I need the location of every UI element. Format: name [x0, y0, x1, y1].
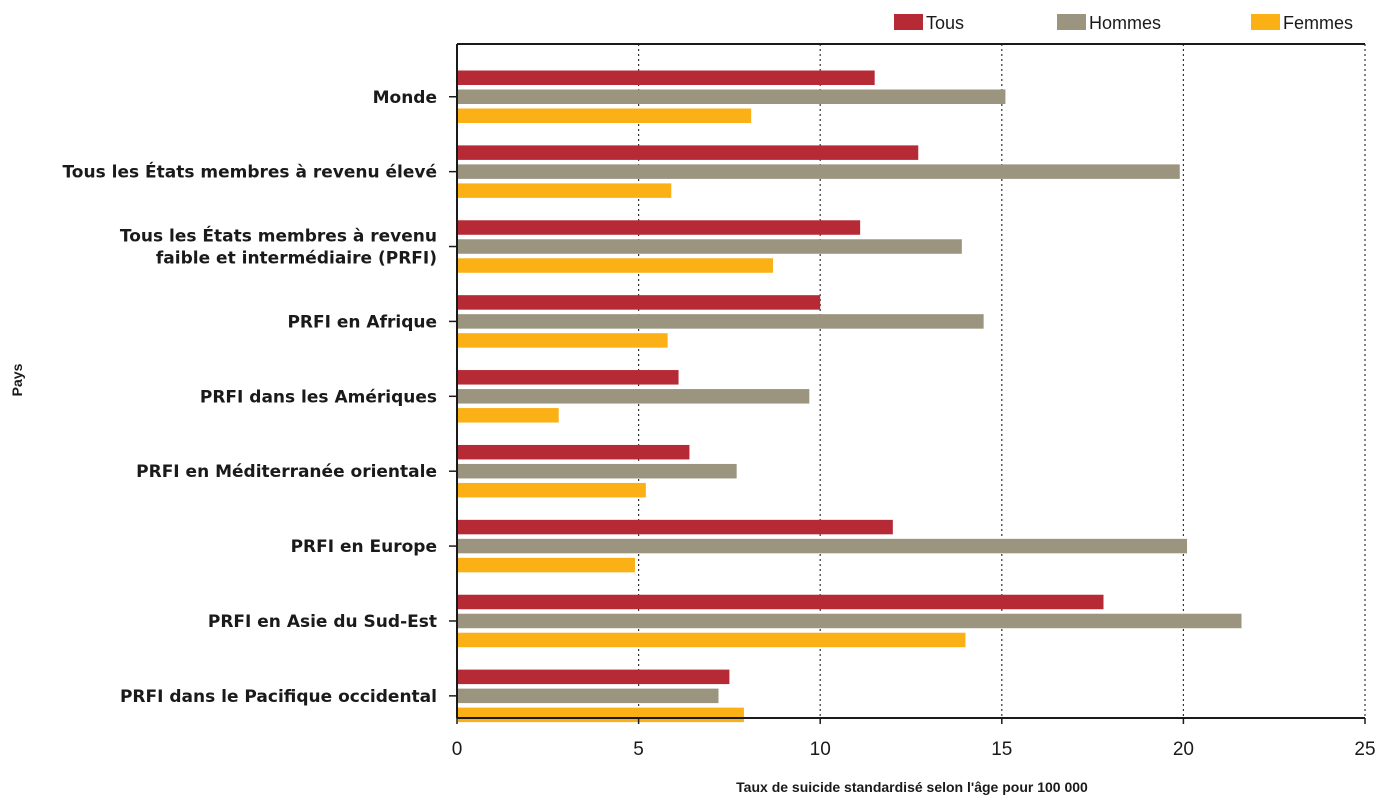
- bar-tous-5: [458, 444, 690, 460]
- bar-hommes-7: [458, 613, 1242, 629]
- bar-tous-4: [458, 370, 679, 385]
- bar-femmes-0: [458, 108, 752, 123]
- legend-swatch-femmes: [1251, 14, 1280, 30]
- category-label-5: PRFI en Méditerranée orientale: [136, 462, 437, 482]
- y-axis-title: Pays: [9, 363, 25, 396]
- bar-hommes-2: [458, 239, 962, 254]
- x-tick-labels: 0 5 10 15 20 25: [452, 739, 1376, 760]
- bar-hommes-4: [458, 389, 810, 404]
- legend-label-femmes: Femmes: [1283, 13, 1353, 33]
- bar-tous-0: [458, 70, 875, 85]
- bars: [458, 70, 1242, 723]
- bar-tous-3: [458, 295, 821, 310]
- axes: [449, 43, 1366, 724]
- legend-swatch-hommes: [1057, 14, 1086, 30]
- category-label-2: Tous les États membres à revenu faible et…: [120, 225, 437, 269]
- category-label-6: PRFI en Europe: [291, 537, 437, 557]
- bar-tous-1: [458, 145, 919, 160]
- bar-femmes-1: [458, 183, 672, 198]
- bar-tous-7: [458, 594, 1104, 610]
- x-tick-label-10: 10: [810, 739, 831, 760]
- legend-label-tous: Tous: [926, 13, 964, 33]
- bar-hommes-5: [458, 463, 737, 479]
- bar-femmes-3: [458, 333, 668, 348]
- x-tick-label-20: 20: [1173, 739, 1194, 760]
- x-axis-title: Taux de suicide standardisé selon l'âge …: [736, 779, 1088, 795]
- bar-femmes-4: [458, 408, 559, 423]
- bar-hommes-8: [458, 688, 719, 704]
- bar-femmes-7: [458, 632, 966, 648]
- bar-femmes-8: [458, 707, 744, 723]
- x-tick-label-15: 15: [991, 739, 1012, 760]
- bar-hommes-0: [458, 89, 1006, 104]
- bar-hommes-1: [458, 164, 1180, 179]
- category-label-7: PRFI en Asie du Sud-Est: [208, 612, 437, 632]
- x-tick-label-0: 0: [452, 739, 463, 760]
- bar-tous-2: [458, 220, 861, 235]
- bar-tous-8: [458, 669, 730, 685]
- category-label-8: PRFI dans le Pacifique occidental: [120, 687, 437, 707]
- category-label-3: PRFI en Afrique: [287, 312, 437, 332]
- category-labels: Monde Tous les États membres à revenu éle…: [62, 88, 437, 707]
- bar-hommes-3: [458, 314, 984, 329]
- bar-femmes-2: [458, 258, 773, 273]
- bar-hommes-6: [458, 538, 1188, 554]
- x-tick-label-5: 5: [633, 739, 644, 760]
- legend-label-hommes: Hommes: [1089, 13, 1161, 33]
- legend-swatch-tous: [894, 14, 923, 30]
- bar-femmes-6: [458, 557, 635, 573]
- x-tick-label-25: 25: [1354, 739, 1375, 760]
- category-label-0: Monde: [373, 88, 437, 108]
- category-label-1: Tous les États membres à revenu élevé: [62, 161, 437, 183]
- category-label-4: PRFI dans les Amériques: [200, 387, 437, 407]
- legend: Tous Hommes Femmes: [894, 13, 1353, 33]
- bar-femmes-5: [458, 482, 646, 498]
- bar-tous-6: [458, 519, 893, 535]
